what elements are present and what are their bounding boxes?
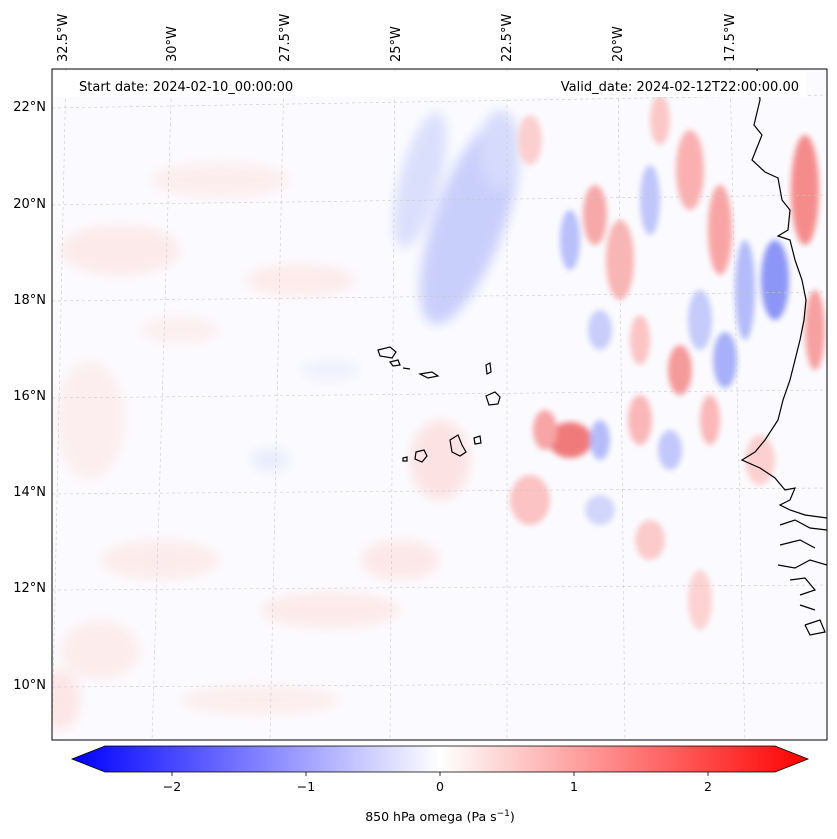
lat-label-18n: 18°N <box>13 293 46 308</box>
lat-label-22n: 22°N <box>13 100 46 115</box>
island-sao-vicente <box>388 359 401 367</box>
colorbar: −2 −1 0 1 2 850 hPa omega (Pa s−1) <box>70 745 810 824</box>
lat-label-16n: 16°N <box>13 389 46 404</box>
plot-frame <box>51 68 828 741</box>
field-negative-band <box>393 110 520 325</box>
island-brava <box>402 456 408 462</box>
island-santiago <box>449 434 467 457</box>
header-band <box>54 71 806 97</box>
valid-date-label: Valid_date: 2024-02-12T22:00:00.00 <box>561 80 799 95</box>
africa-coastline <box>740 69 827 519</box>
colorbar-ticks <box>171 772 709 776</box>
graticule <box>52 69 827 740</box>
island-santa-luzia <box>402 367 411 370</box>
island-maio <box>473 435 482 445</box>
latitude-labels: 22°N 20°N 18°N 16°N 14°N 12°N 10°N <box>13 100 46 693</box>
lon-label-32-5w: 32.5°W <box>56 14 71 62</box>
island-santo-antao <box>377 346 397 359</box>
lon-label-20w: 20°W <box>611 26 626 62</box>
island-sao-nicolau <box>418 371 440 379</box>
colorbar-title-main: 850 hPa omega (Pa s <box>365 809 496 824</box>
cb-label-0: 0 <box>436 779 444 794</box>
colorbar-bar <box>70 745 810 773</box>
colorbar-title: 850 hPa omega (Pa s−1) <box>365 809 515 824</box>
colorbar-title-close: ) <box>510 809 515 824</box>
lat-label-12n: 12°N <box>13 581 46 596</box>
lon-label-27-5w: 27.5°W <box>278 14 293 62</box>
island-fogo <box>414 449 428 463</box>
guinea-coastline <box>777 519 827 636</box>
cb-label-1: 1 <box>570 779 578 794</box>
lat-label-14n: 14°N <box>13 485 46 500</box>
longitude-labels: 32.5°W 30°W 27.5°W 25°W 22.5°W 20°W 17.5… <box>56 14 738 62</box>
lat-label-10n: 10°N <box>13 678 46 693</box>
lon-label-22-5w: 22.5°W <box>500 14 515 62</box>
lat-label-20n: 20°N <box>13 197 46 212</box>
lon-label-17-5w: 17.5°W <box>723 14 738 62</box>
lon-label-30w: 30°W <box>165 26 180 62</box>
island-boa-vista <box>485 391 501 406</box>
cb-label-m2: −2 <box>163 779 181 794</box>
cb-label-m1: −1 <box>297 779 315 794</box>
lon-label-25w: 25°W <box>389 26 404 62</box>
start-date-label: Start date: 2024-02-10_00:00:00 <box>79 80 293 95</box>
island-sal <box>485 362 492 375</box>
colorbar-title-exponent: −1 <box>497 809 510 819</box>
omega-field <box>52 69 827 740</box>
cb-label-2: 2 <box>704 779 712 794</box>
field-strong-east <box>510 95 825 630</box>
coastlines <box>377 69 827 636</box>
field-weak-patches <box>52 162 470 730</box>
